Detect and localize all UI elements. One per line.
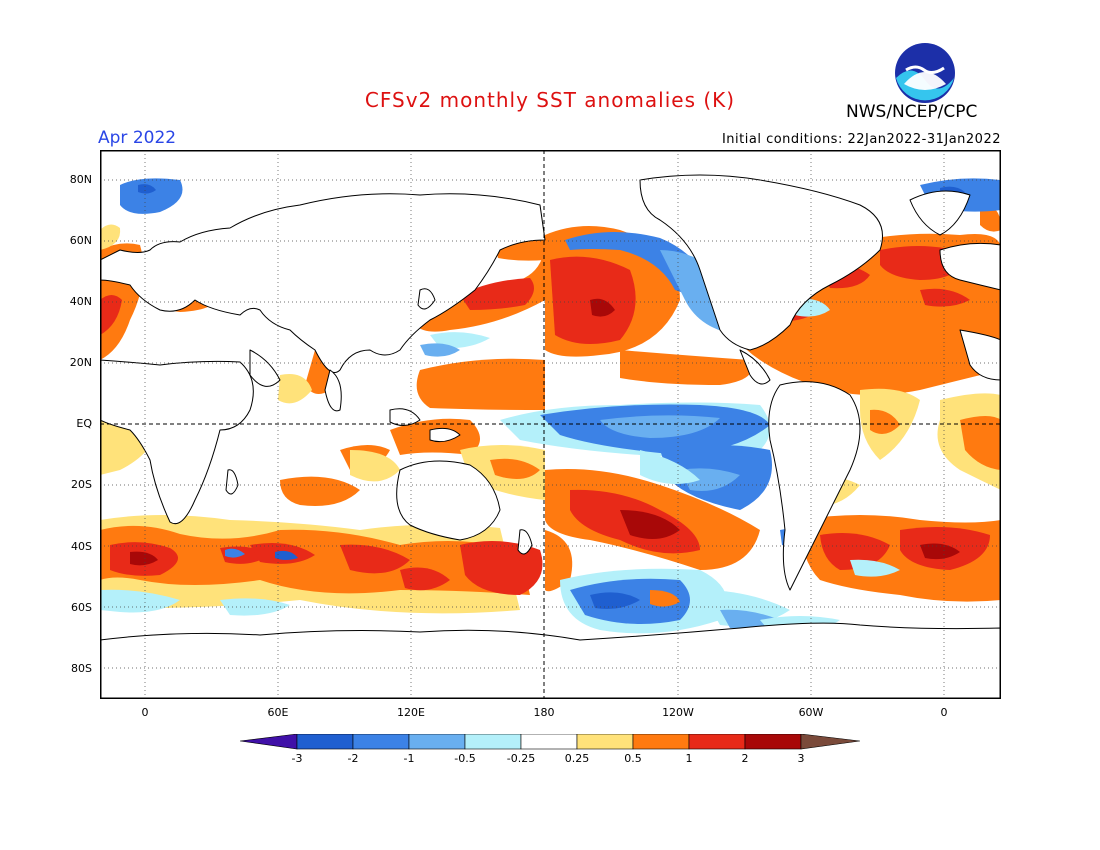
chart-title: CFSv2 monthly SST anomalies (K)	[364, 88, 736, 112]
colorbar-label-05: 0.5	[624, 752, 642, 765]
lat-tick-20s: 20S	[71, 478, 92, 491]
lat-tick-40s: 40S	[71, 540, 92, 553]
colorbar-swatch-05-1	[632, 734, 690, 750]
lon-tick-180: 180	[533, 706, 555, 719]
noaa-logo-icon	[893, 41, 957, 105]
lat-tick-eq: EQ	[76, 417, 92, 430]
colorbar-label-1: 1	[685, 752, 693, 765]
colorbar-swatch-025-05	[576, 734, 634, 750]
lon-tick-0-left: 0	[141, 706, 149, 719]
lat-tick-60n: 60N	[69, 234, 92, 247]
colorbar-label-m3: -3	[291, 752, 303, 765]
colorbar-swatch-3-2	[296, 734, 354, 750]
colorbar-swatch-05-025	[464, 734, 522, 750]
colorbar-label-2: 2	[741, 752, 749, 765]
lat-tick-80s: 80S	[71, 662, 92, 675]
colorbar-swatch-2-1	[352, 734, 410, 750]
colorbar-label-m025: -0.25	[506, 752, 536, 765]
colorbar-swatch-2-3	[744, 734, 802, 750]
lat-tick-80n: 80N	[69, 173, 92, 186]
lon-tick-120e: 120E	[397, 706, 425, 719]
colorbar-swatch-1-2	[688, 734, 746, 750]
colorbar-label-m2: -2	[347, 752, 359, 765]
lat-tick-20n: 20N	[69, 356, 92, 369]
lon-tick-60e: 60E	[267, 706, 289, 719]
colorbar-swatch-1-05	[408, 734, 466, 750]
colorbar-swatch-neutral	[520, 734, 578, 750]
colorbar-swatch-gt-3	[800, 734, 860, 750]
lat-tick-40n: 40N	[69, 295, 92, 308]
initial-conditions: Initial conditions: 22Jan2022-31Jan2022	[721, 132, 1001, 147]
lon-tick-120w: 120W	[662, 706, 694, 719]
colorbar-label-025: 0.25	[564, 752, 590, 765]
colorbar-label-3: 3	[797, 752, 805, 765]
sst-anomaly-map	[100, 150, 1001, 699]
colorbar-label-m1: -1	[403, 752, 415, 765]
agency-label: NWS/NCEP/CPC	[846, 102, 978, 122]
colorbar-swatch-lt-3	[240, 734, 298, 750]
forecast-month: Apr 2022	[98, 128, 177, 148]
lon-tick-60w: 60W	[798, 706, 824, 719]
lon-tick-0-right: 0	[940, 706, 948, 719]
lat-tick-60s: 60S	[71, 601, 92, 614]
colorbar	[240, 734, 860, 750]
colorbar-label-m05: -0.5	[454, 752, 476, 765]
